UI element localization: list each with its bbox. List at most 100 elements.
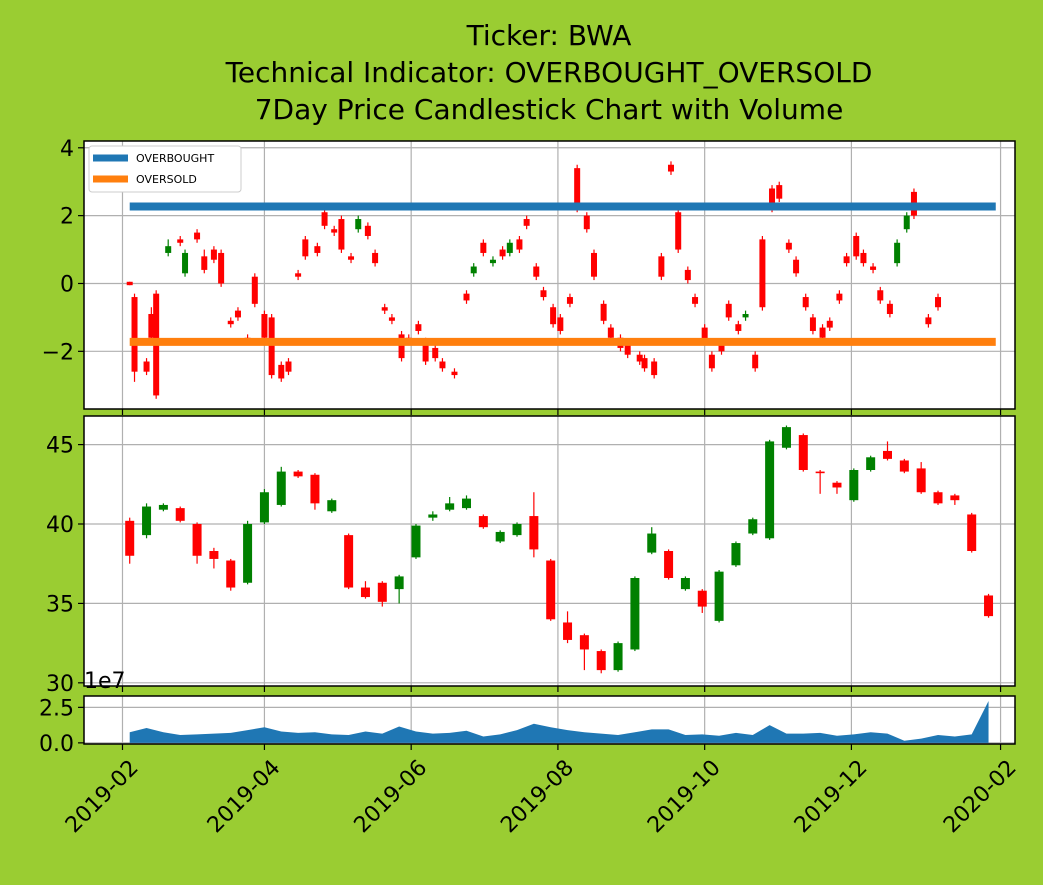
candle-body [158, 504, 168, 510]
candle-body [550, 307, 557, 325]
candle-body [489, 259, 496, 264]
candle-body [398, 334, 405, 359]
candle-body [819, 327, 826, 338]
candle-body [381, 307, 388, 311]
candle-body [310, 474, 320, 504]
candle-body [302, 239, 309, 257]
candle-body [268, 317, 275, 376]
candle-body [295, 273, 302, 277]
x-tick-label: 2020-02 [939, 755, 1022, 838]
candle-body [563, 622, 573, 640]
candle-body [701, 327, 708, 342]
candle-body [165, 246, 172, 253]
candle-body [692, 297, 699, 304]
candle-body [218, 252, 225, 284]
candle-body [293, 471, 303, 477]
candle-body [860, 252, 867, 264]
candle-body [776, 185, 783, 199]
candle-body [853, 235, 860, 257]
candle-body [234, 310, 241, 318]
candle-body [344, 535, 354, 588]
volume-offset-label: 1e7 [84, 669, 126, 694]
y-tick-label: 45 [46, 434, 74, 459]
candle-body [596, 651, 606, 671]
candle-body [664, 551, 674, 578]
candle-body [752, 354, 759, 369]
candle-body [843, 256, 850, 264]
candle-body [278, 364, 285, 379]
candle-body [781, 427, 791, 448]
candle-body [815, 471, 825, 474]
plot-frame [83, 140, 1016, 410]
candle-body [624, 344, 631, 355]
candle-body [925, 317, 932, 325]
y-tick-label: 4 [60, 137, 74, 162]
indicator-panel: −2 0 2 4 OVERBOUGHT OVERSOLD [42, 137, 1016, 415]
candle-body [658, 256, 665, 277]
y-tick-label: 0.0 [39, 732, 74, 757]
candle-body [785, 242, 792, 250]
legend-label: OVERBOUGHT [136, 152, 214, 165]
candle-body [832, 482, 842, 488]
candle-body [495, 531, 505, 542]
candle-body [533, 266, 540, 277]
candle-body [725, 303, 732, 318]
chart-title-line1: Ticker: BWA [466, 19, 632, 52]
candle-body [641, 358, 648, 369]
x-tick-label: 2019-12 [790, 755, 873, 838]
candle-body [177, 239, 184, 243]
candle-body [557, 317, 564, 331]
candle-body [506, 242, 513, 253]
x-tick-label: 2019-10 [643, 755, 726, 838]
candle-body [636, 354, 643, 362]
candle-body [882, 450, 892, 459]
candle-body [388, 317, 395, 321]
candle-body [499, 249, 506, 257]
candle-body [735, 324, 742, 331]
candle-body [348, 256, 355, 260]
candle-body [360, 587, 370, 598]
candle-body [870, 266, 877, 270]
candle-body [470, 266, 477, 274]
candle-body [314, 246, 321, 253]
candle-body [125, 520, 135, 556]
candle-body [131, 297, 138, 372]
candle-body [714, 571, 724, 621]
candle-body [802, 297, 809, 308]
x-tick-label: 2019-08 [496, 755, 579, 838]
candle-body [984, 595, 994, 617]
candle-body [826, 320, 833, 328]
candle-body [394, 576, 404, 590]
candle-body [540, 290, 547, 298]
candle-body [613, 643, 623, 671]
y-tick-label: −2 [42, 340, 74, 365]
x-axis: 2019-02 2019-04 2019-06 2019-08 2019-10 2019-… [61, 755, 1022, 838]
candle-body [516, 239, 523, 250]
candle-body [422, 341, 429, 362]
candle-body [546, 560, 556, 620]
candle-body [877, 290, 884, 301]
candle-body [355, 219, 362, 230]
candle-body [684, 269, 691, 281]
candle-body [765, 441, 775, 539]
candle-body [967, 514, 977, 551]
candle-body [647, 533, 657, 553]
candle-body [591, 252, 598, 277]
x-tick-label: 2019-06 [350, 755, 433, 838]
candle-body [748, 519, 758, 534]
y-tick-label: 35 [46, 592, 74, 617]
candle-body [261, 314, 268, 338]
x-tick-label: 2019-04 [203, 755, 286, 838]
candle-body [143, 361, 150, 372]
candle-body [209, 551, 219, 559]
chart-title-line2: Technical Indicator: OVERBOUGHT_OVERSOLD [225, 56, 873, 89]
candle-body [285, 361, 292, 372]
candle-body [950, 495, 960, 501]
chart-title-line3: 7Day Price Candlestick Chart with Volume [255, 93, 844, 126]
candle-body [372, 252, 379, 264]
plot-frame [83, 695, 1016, 745]
candle-body [142, 506, 152, 536]
candle-body [759, 239, 766, 308]
candle-body [226, 560, 236, 588]
candle-body [415, 324, 422, 331]
